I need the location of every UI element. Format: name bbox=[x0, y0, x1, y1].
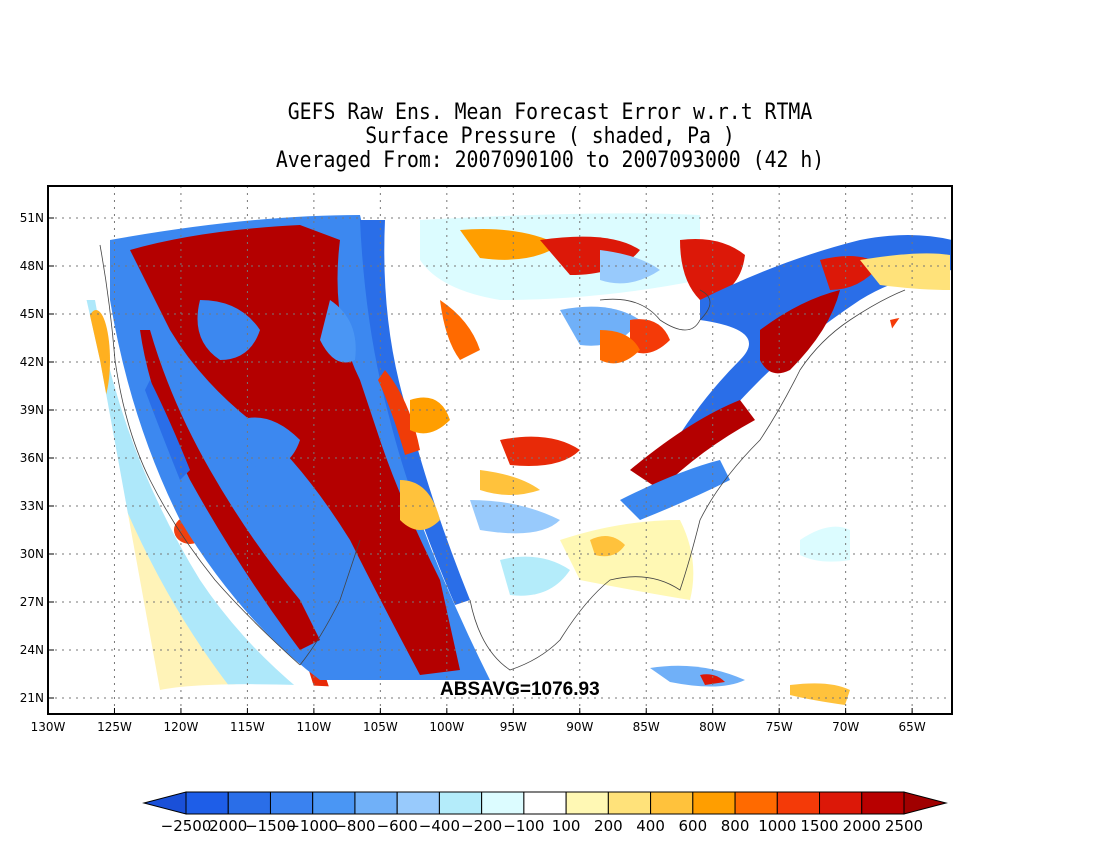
coastlines bbox=[99, 244, 906, 671]
lon-tick-label: 105W bbox=[363, 720, 398, 734]
longitude-axis: 130W 125W 120W 115W 110W 105W 100W 95W 90W 85W 80W… bbox=[31, 708, 926, 734]
colorbar-swatch bbox=[481, 791, 525, 815]
colorbar-swatch bbox=[396, 791, 440, 815]
latitude-axis: 51N 48N 45N 42N 39N 36N 33N 30N 27N 24N 21N bbox=[20, 211, 54, 705]
colorbar-label: 600 bbox=[679, 817, 708, 835]
colorbar-swatch bbox=[650, 791, 694, 815]
colorbar-swatch bbox=[776, 791, 821, 815]
colorbar-label: −400 bbox=[419, 817, 460, 835]
lat-tick-label: 27N bbox=[20, 595, 44, 609]
lat-tick-label: 33N bbox=[20, 499, 44, 513]
lon-tick-label: 90W bbox=[566, 720, 593, 734]
colorbar-label: −600 bbox=[377, 817, 418, 835]
absavg-annotation: ABSAVG=1076.93 bbox=[440, 679, 600, 700]
lat-tick-label: 45N bbox=[20, 307, 44, 321]
colorbar-label: −1000 bbox=[287, 817, 338, 835]
colorbar-label: 1500 bbox=[800, 817, 838, 835]
colorbar-label: −800 bbox=[334, 817, 375, 835]
colorbar-swatch bbox=[692, 791, 736, 815]
colorbar-label: 400 bbox=[636, 817, 665, 835]
lat-tick-label: 24N bbox=[20, 643, 44, 657]
lon-tick-label: 80W bbox=[699, 720, 726, 734]
colorbar-label: 100 bbox=[552, 817, 581, 835]
lat-tick-label: 30N bbox=[20, 547, 44, 561]
title-line-3: Averaged From: 2007090100 to 2007093000 … bbox=[275, 148, 825, 173]
lon-tick-label: 85W bbox=[633, 720, 660, 734]
colorbar-swatch bbox=[607, 791, 652, 815]
lon-tick-label: 95W bbox=[500, 720, 527, 734]
lon-tick-label: 75W bbox=[766, 720, 793, 734]
colorbar-over-arrow bbox=[903, 791, 948, 815]
lat-tick-label: 21N bbox=[20, 691, 44, 705]
lon-tick-label: 125W bbox=[97, 720, 132, 734]
colorbar-swatch bbox=[819, 791, 863, 815]
colorbar-label: −200 bbox=[461, 817, 502, 835]
colorbar-swatch bbox=[269, 791, 314, 815]
colorbar-under-arrow bbox=[142, 791, 187, 815]
colorbar-swatch bbox=[354, 791, 398, 815]
colorbar-label: −1500 bbox=[245, 817, 296, 835]
shaded-field bbox=[72, 203, 952, 710]
colorbar-swatch bbox=[565, 791, 609, 815]
lon-tick-label: 130W bbox=[31, 720, 66, 734]
colorbar-label: −100 bbox=[503, 817, 544, 835]
colorbar-swatch bbox=[523, 791, 567, 815]
lon-tick-label: 100W bbox=[429, 720, 464, 734]
title-line-2: Surface Pressure ( shaded, Pa ) bbox=[365, 124, 735, 149]
lon-tick-label: 115W bbox=[230, 720, 265, 734]
colorbar-label: −2500 bbox=[161, 817, 212, 835]
colorbar-swatch bbox=[438, 791, 483, 815]
colorbar-swatch bbox=[185, 791, 229, 815]
lat-tick-label: 42N bbox=[20, 355, 44, 369]
lat-tick-label: 36N bbox=[20, 451, 44, 465]
lon-tick-label: 120W bbox=[164, 720, 199, 734]
colorbar-swatch bbox=[227, 791, 271, 815]
colorbar-swatch bbox=[861, 791, 905, 815]
lon-tick-label: 70W bbox=[832, 720, 859, 734]
lat-tick-label: 39N bbox=[20, 403, 44, 417]
colorbar-label: 1000 bbox=[758, 817, 796, 835]
lat-tick-label: 51N bbox=[20, 211, 44, 225]
colorbar-label: 800 bbox=[721, 817, 750, 835]
colorbar-label: 200 bbox=[594, 817, 623, 835]
lat-tick-label: 48N bbox=[20, 259, 44, 273]
colorbar-label: 2000 bbox=[209, 817, 247, 835]
lon-tick-label: 65W bbox=[899, 720, 926, 734]
colorbar-swatch bbox=[312, 791, 356, 815]
colorbar-label: 2500 bbox=[885, 817, 923, 835]
colorbar-label: 2000 bbox=[843, 817, 881, 835]
colorbar-swatch bbox=[734, 791, 778, 815]
map-frame bbox=[47, 185, 953, 715]
map-title: GEFS Raw Ens. Mean Forecast Error w.r.t … bbox=[55, 101, 1045, 173]
lon-tick-label: 110W bbox=[296, 720, 331, 734]
title-line-1: GEFS Raw Ens. Mean Forecast Error w.r.t … bbox=[287, 100, 813, 125]
